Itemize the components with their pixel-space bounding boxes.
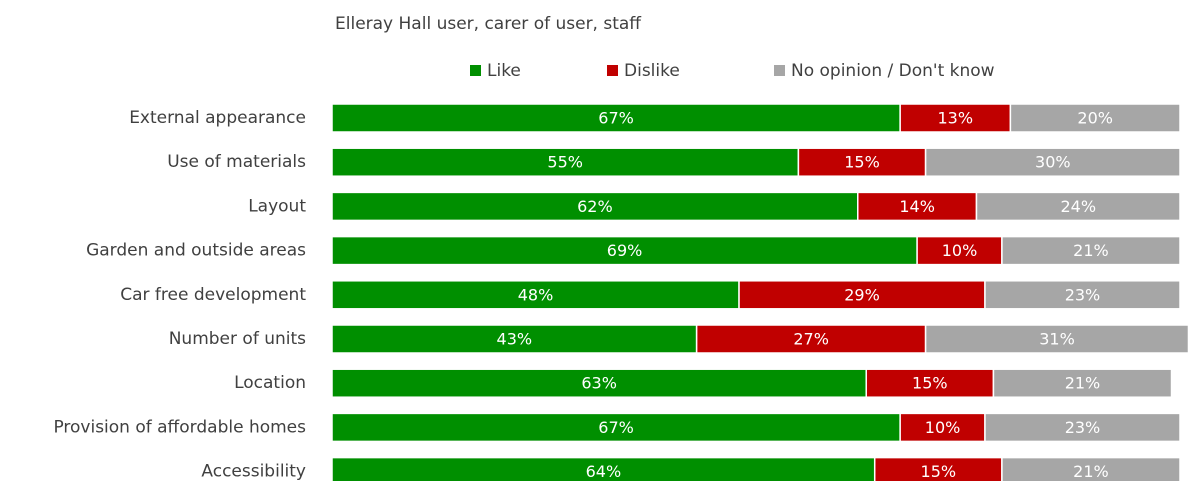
data-label: 10% <box>942 241 978 260</box>
data-label: 30% <box>1035 153 1071 172</box>
bar-segment <box>331 280 740 310</box>
bar-segment <box>331 103 901 133</box>
bar-segment <box>331 368 867 398</box>
data-label: 43% <box>497 330 533 349</box>
data-label: 21% <box>1073 462 1109 481</box>
bar-segment <box>331 412 901 443</box>
bar-segment <box>984 280 1181 310</box>
bar-segment <box>865 368 995 398</box>
data-label: 62% <box>577 197 613 216</box>
y-tick-label: Number of units <box>169 329 306 349</box>
bar-segment <box>857 191 978 222</box>
legend-label: No opinion / Don't know <box>791 61 995 81</box>
data-label: 20% <box>1077 109 1113 128</box>
data-label: 27% <box>793 330 829 349</box>
legend-swatch <box>774 65 785 76</box>
data-label: 21% <box>1065 374 1101 393</box>
bar-segment <box>695 324 927 354</box>
data-label: 23% <box>1065 418 1101 437</box>
data-label: 15% <box>921 462 957 481</box>
bar-segment <box>984 412 1181 443</box>
legend-label: Like <box>487 61 521 81</box>
y-tick-label: Location <box>234 373 306 393</box>
bar-segment <box>797 147 927 177</box>
data-label: 15% <box>912 374 948 393</box>
y-tick-label: Accessibility <box>201 462 306 481</box>
legend-label: Dislike <box>624 61 680 81</box>
data-label: 21% <box>1073 241 1109 260</box>
chart-title: Elleray Hall user, carer of user, staff <box>335 14 642 34</box>
data-label: 67% <box>598 109 634 128</box>
data-label: 64% <box>586 462 622 481</box>
bar-segment <box>331 235 918 266</box>
data-label: 29% <box>844 285 880 304</box>
data-label: 67% <box>598 418 634 437</box>
y-tick-label: Car free development <box>120 285 306 305</box>
y-tick-label: External appearance <box>129 108 306 128</box>
data-label: 23% <box>1065 285 1101 304</box>
data-label: 10% <box>925 418 961 437</box>
data-label: 48% <box>518 285 554 304</box>
y-tick-label: Use of materials <box>167 152 306 172</box>
bar-segment <box>975 191 1181 222</box>
data-label: 14% <box>899 197 935 216</box>
y-tick-label: Provision of affordable homes <box>53 417 306 437</box>
y-tick-label: Layout <box>248 196 306 216</box>
y-tick-label: Garden and outside areas <box>86 241 306 261</box>
data-label: 15% <box>844 153 880 172</box>
data-label: 13% <box>937 109 973 128</box>
bar-segment <box>924 147 1181 177</box>
bar-segment <box>1009 103 1181 133</box>
bar-segment <box>331 191 859 222</box>
bar-segment <box>992 368 1173 398</box>
legend-swatch <box>470 65 481 76</box>
bar-segment <box>899 103 1012 133</box>
data-label: 63% <box>581 374 617 393</box>
bar-segment <box>899 412 986 443</box>
data-label: 69% <box>607 241 643 260</box>
data-label: 55% <box>547 153 583 172</box>
bar-segment <box>738 280 986 310</box>
legend-swatch <box>607 65 618 76</box>
bar-segment <box>331 324 698 354</box>
bar-segment <box>1001 456 1181 481</box>
bar-segment <box>924 324 1189 354</box>
data-label: 31% <box>1039 330 1075 349</box>
bar-segment <box>1001 235 1181 266</box>
data-label: 24% <box>1060 197 1096 216</box>
